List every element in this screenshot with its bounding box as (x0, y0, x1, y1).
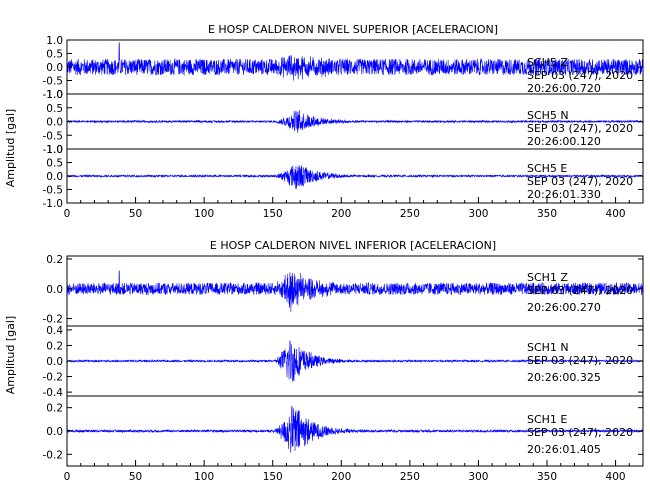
waveform-series (66, 406, 644, 453)
x-tick-label: 150 (263, 471, 283, 483)
upper-trace-3-plot: -1.0-0.50.00.51.0 (43, 144, 644, 210)
station-label-line: SEP 03 (247), 2020 (527, 69, 633, 82)
upper-trace-2-station-label: SCH5 N SEP 03 (247), 2020 20:26:00.120 (527, 109, 633, 148)
y-tick-label: -0.2 (43, 449, 64, 461)
upper-panel-ylabel: Amplitud [gal] (4, 109, 17, 187)
y-tick-label: 0.2 (46, 340, 63, 352)
x-tick-label: 300 (468, 471, 488, 483)
waveform-series (66, 340, 644, 382)
lower-trace-3-station-label: SCH1 E SEP 03 (247), 2020 20:26:01.405 (527, 413, 633, 456)
waveform-series (66, 42, 644, 81)
x-tick-label: 350 (537, 208, 557, 220)
station-label-line: SEP 03 (247), 2020 (527, 354, 633, 367)
y-tick-label: 0.0 (46, 284, 63, 296)
x-tick-label: 250 (400, 208, 420, 220)
x-tick-label: 50 (129, 208, 142, 220)
y-tick-label: -1.0 (43, 89, 64, 101)
lower-trace-2-station-label: SCH1 N SEP 03 (247), 2020 20:26:00.325 (527, 341, 633, 384)
x-tick-label: 150 (263, 208, 283, 220)
x-tick-label: 50 (129, 471, 142, 483)
y-tick-label: 0.0 (46, 356, 63, 368)
x-tick-label: 400 (606, 208, 626, 220)
x-tick-label: 0 (64, 208, 71, 220)
y-tick-label: 0.0 (46, 426, 63, 438)
x-tick-label: 100 (194, 208, 214, 220)
y-tick-label: -0.2 (43, 314, 64, 326)
y-tick-label: -0.2 (43, 372, 64, 384)
y-tick-label: 0.2 (46, 254, 63, 266)
station-label-line: SCH5 Z (527, 56, 568, 69)
y-tick-label: -0.5 (43, 185, 64, 197)
y-tick-label: 0.0 (46, 62, 63, 74)
x-tick-label: 250 (400, 471, 420, 483)
station-label-line: SCH5 E (527, 162, 567, 175)
y-tick-label: 0.4 (46, 325, 63, 337)
y-tick-label: 1.0 (46, 35, 63, 47)
upper-panel: E HOSP CALDERON NIVEL SUPERIOR [ACELERAC… (4, 23, 644, 220)
station-label-line: 20:26:00.120 (527, 135, 601, 148)
station-label-line: SCH1 N (527, 341, 569, 354)
station-label-line: SCH1 E (527, 413, 567, 426)
x-tick-label: 200 (331, 471, 351, 483)
upper-trace-1-station-label: SCH5 Z SEP 03 (247), 2020 20:26:00.720 (527, 56, 633, 95)
y-tick-label: 0.5 (46, 103, 63, 115)
upper-trace-3-station-label: SCH5 E SEP 03 (247), 2020 20:26:01.330 (527, 162, 633, 201)
lower-trace-1-station-label: SCH1 Z SEP 03 (247), 2020 20:26:00.270 (527, 271, 633, 314)
x-tick-label: 350 (537, 471, 557, 483)
station-label-line: 20:26:00.325 (527, 371, 601, 384)
lower-panel-title: E HOSP CALDERON NIVEL INFERIOR [ACELERAC… (210, 239, 496, 252)
station-label-line: SCH5 N (527, 109, 569, 122)
lower-x-axis: 0 50 100 150 200 250 300 350 400 (64, 460, 644, 483)
y-tick-label: 0.2 (46, 403, 63, 415)
y-tick-label: 0.5 (46, 49, 63, 61)
lower-panel-ylabel: Amplitud [gal] (4, 316, 17, 394)
upper-panel-title: E HOSP CALDERON NIVEL SUPERIOR [ACELERAC… (208, 23, 498, 36)
station-label-line: SEP 03 (247), 2020 (527, 175, 633, 188)
waveform-series (66, 270, 644, 312)
x-tick-label: 400 (606, 471, 626, 483)
station-label-line: SEP 03 (247), 2020 (527, 426, 633, 439)
y-tick-label: -0.5 (43, 130, 64, 142)
x-tick-label: 200 (331, 208, 351, 220)
x-tick-label: 100 (194, 471, 214, 483)
station-label-line: SEP 03 (247), 2020 (527, 284, 633, 297)
upper-x-axis: 0 50 100 150 200 250 300 350 400 (64, 197, 644, 220)
station-label-line: SEP 03 (247), 2020 (527, 122, 633, 135)
station-label-line: 20:26:00.720 (527, 82, 601, 95)
lower-panel: E HOSP CALDERON NIVEL INFERIOR [ACELERAC… (4, 239, 644, 483)
station-label-line: SCH1 Z (527, 271, 568, 284)
y-tick-label: 1.0 (46, 144, 63, 156)
waveform-series (66, 110, 644, 133)
y-tick-label: -0.4 (43, 387, 64, 399)
y-tick-label: 0.0 (46, 117, 63, 129)
lower-trace-2-plot: -0.4 -0.2 0.0 0.2 0.4 (43, 325, 644, 399)
y-tick-label: -1.0 (43, 144, 64, 156)
y-tick-label: -1.0 (43, 198, 64, 210)
station-label-line: 20:26:01.405 (527, 443, 601, 456)
y-tick-label: 1.0 (46, 89, 63, 101)
y-tick-label: 0.5 (46, 158, 63, 170)
y-tick-label: -0.5 (43, 76, 64, 88)
station-label-line: 20:26:01.330 (527, 188, 601, 201)
x-tick-label: 0 (64, 471, 71, 483)
y-tick-label: 0.0 (46, 171, 63, 183)
waveform-series (66, 164, 644, 190)
x-tick-label: 300 (468, 208, 488, 220)
station-label-line: 20:26:00.270 (527, 301, 601, 314)
